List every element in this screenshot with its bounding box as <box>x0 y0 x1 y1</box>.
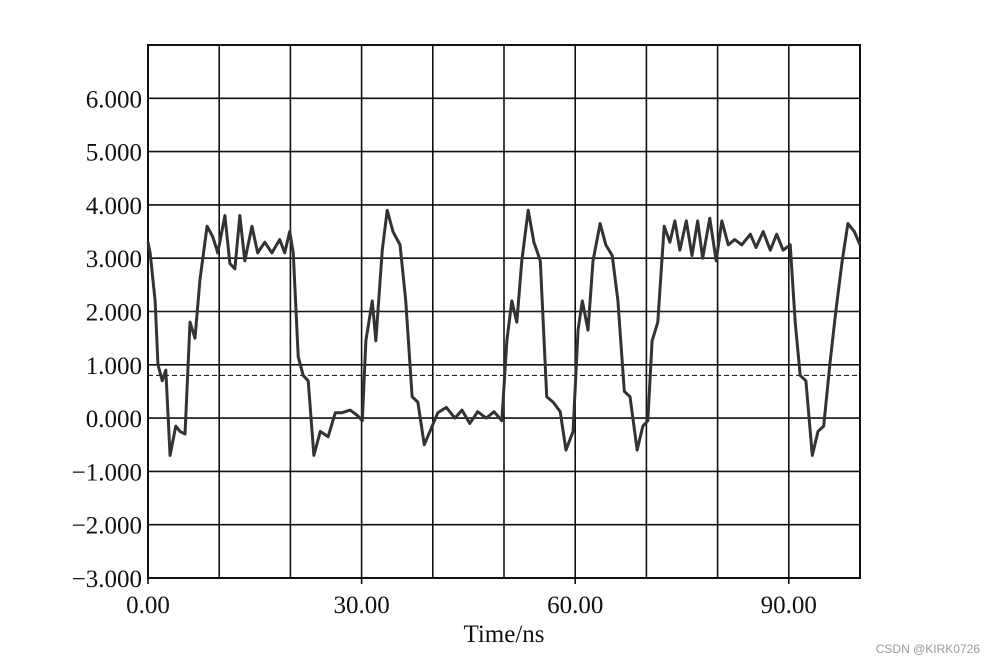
y-tick-label: 0.000 <box>86 406 142 433</box>
y-tick-label: 1.000 <box>86 353 142 380</box>
x-tick-label: 90.00 <box>761 592 817 619</box>
plot-border <box>147 44 861 579</box>
waveform-line <box>146 208 862 457</box>
y-tick-label: −1.000 <box>72 459 142 486</box>
y-tick-label: −3.000 <box>72 566 142 593</box>
watermark: CSDN @KIRK0726 <box>876 642 981 656</box>
x-tick-label: 60.00 <box>547 592 603 619</box>
x-axis-label: Time/ns <box>463 621 544 648</box>
y-tick-label: −2.000 <box>72 513 142 540</box>
y-tick-label: 6.000 <box>86 86 142 113</box>
x-tick-label: 0.00 <box>126 592 170 619</box>
y-tick-label: 4.000 <box>86 193 142 220</box>
x-tick-label: 30.00 <box>333 592 389 619</box>
y-tick-label: 3.000 <box>86 246 142 273</box>
y-tick-label: 5.000 <box>86 140 142 167</box>
y-tick-label: 2.000 <box>86 300 142 327</box>
